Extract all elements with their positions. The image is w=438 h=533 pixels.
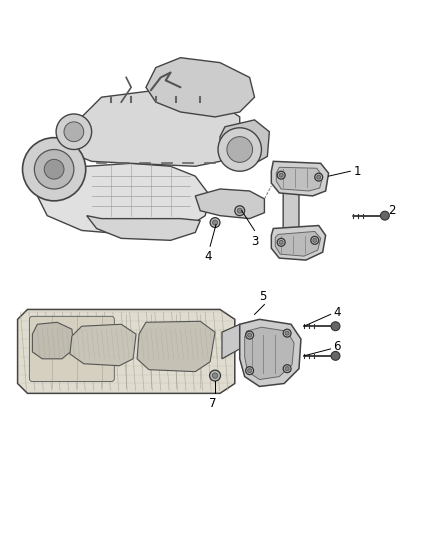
Polygon shape (271, 161, 328, 196)
Text: 2: 2 (388, 204, 396, 217)
Circle shape (64, 122, 84, 142)
Polygon shape (32, 322, 74, 359)
Circle shape (210, 217, 220, 228)
Circle shape (279, 173, 283, 177)
Circle shape (210, 370, 220, 381)
Polygon shape (70, 324, 136, 366)
Polygon shape (87, 216, 200, 240)
Circle shape (279, 240, 283, 244)
Circle shape (212, 373, 218, 378)
Polygon shape (195, 189, 265, 219)
Circle shape (227, 136, 253, 163)
Circle shape (218, 128, 261, 171)
Circle shape (212, 220, 218, 225)
Polygon shape (67, 90, 240, 166)
Polygon shape (146, 58, 254, 117)
Polygon shape (222, 324, 240, 359)
Polygon shape (18, 310, 235, 393)
FancyBboxPatch shape (29, 317, 114, 382)
Circle shape (283, 365, 291, 373)
Circle shape (313, 238, 317, 243)
Circle shape (44, 159, 64, 179)
Text: 1: 1 (353, 165, 361, 177)
Text: 3: 3 (251, 236, 258, 248)
Circle shape (246, 331, 254, 339)
Circle shape (277, 171, 285, 179)
Circle shape (315, 173, 323, 181)
Polygon shape (220, 120, 269, 166)
Circle shape (277, 238, 285, 246)
Polygon shape (275, 231, 321, 256)
Text: 4: 4 (205, 250, 212, 263)
Polygon shape (245, 327, 294, 379)
Text: 7: 7 (209, 397, 217, 410)
Polygon shape (276, 167, 323, 191)
Text: 5: 5 (259, 289, 266, 303)
Polygon shape (271, 225, 325, 260)
Circle shape (331, 351, 340, 360)
Polygon shape (137, 321, 215, 372)
Circle shape (56, 114, 92, 149)
Polygon shape (32, 163, 210, 236)
Polygon shape (240, 319, 301, 386)
Circle shape (285, 331, 289, 335)
Circle shape (317, 175, 321, 179)
Text: 4: 4 (333, 306, 341, 319)
Circle shape (247, 333, 251, 337)
Circle shape (381, 211, 389, 220)
Circle shape (235, 206, 245, 216)
Circle shape (283, 329, 291, 337)
Circle shape (34, 149, 74, 189)
Circle shape (247, 369, 251, 373)
Circle shape (331, 322, 340, 330)
Circle shape (246, 367, 254, 375)
Circle shape (22, 138, 86, 201)
Polygon shape (283, 191, 299, 232)
Circle shape (237, 208, 242, 213)
Text: 6: 6 (333, 341, 341, 353)
Circle shape (311, 237, 319, 244)
Circle shape (285, 367, 289, 370)
